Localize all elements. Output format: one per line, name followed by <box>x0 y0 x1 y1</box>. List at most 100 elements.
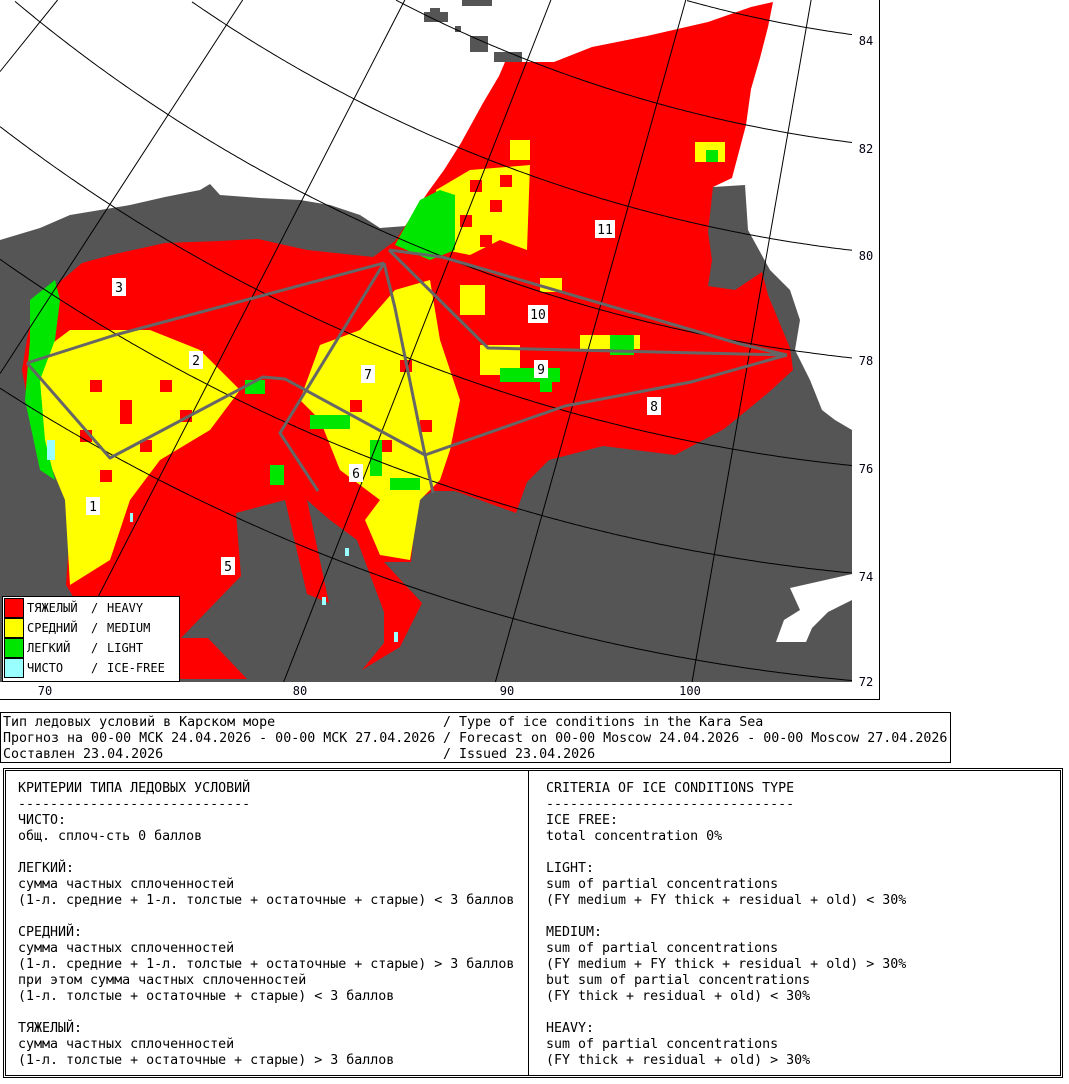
meridian-line <box>0 0 244 374</box>
criteria-line: сумма частных сплоченностей <box>18 1037 235 1052</box>
white-patch <box>776 574 852 642</box>
criteria-line: общ. сплоч-сть 0 баллов <box>18 829 203 844</box>
light-swatch <box>4 638 24 658</box>
criteria-line: MEDIUM: <box>546 925 603 940</box>
criteria-line: ЛЕГКИЙ: <box>18 861 75 876</box>
criteria-line: (1-л. толстые + остаточные + старые) > 3… <box>18 1053 395 1068</box>
latitude-label: 84 <box>858 34 874 48</box>
legend-separator: / <box>91 641 99 655</box>
region-label-box <box>189 351 203 369</box>
map-frame: 1 2 3 5 6 7 8 9 10 11 84 82 80 78 76 74 72 70 80 90 100 ТЯ… <box>0 0 880 700</box>
criteria-line <box>546 909 906 925</box>
legend: ТЯЖЕЛЫЙ / HEAVY СРЕДНИЙ / MEDIUM ЛЕГКИЙ … <box>2 596 180 682</box>
criteria-line: sum of partial concentrations <box>546 941 779 956</box>
criteria-en: CRITERIA OF ICE CONDITIONS TYPE ---------… <box>546 781 906 1069</box>
longitude-label: 100 <box>679 684 701 698</box>
criteria-line: КРИТЕРИИ ТИПА ЛЕДОВЫХ УСЛОВИЙ <box>18 781 251 796</box>
region-number: 9 <box>537 363 545 378</box>
criteria-line: HEAVY: <box>546 1021 595 1036</box>
legend-separator: / <box>91 661 99 675</box>
criteria-box: КРИТЕРИИ ТИПА ЛЕДОВЫХ УСЛОВИЙ -----------… <box>3 768 1063 1078</box>
region-number: 5 <box>224 560 232 575</box>
region-label-box <box>647 397 661 415</box>
legend-label-en: ICE-FREE <box>107 661 165 675</box>
region-borders <box>25 248 788 494</box>
region-label-box <box>86 497 100 515</box>
latitude-label: 78 <box>858 354 874 368</box>
medium-swatch <box>4 618 24 638</box>
legend-label-en: MEDIUM <box>107 621 151 635</box>
legend-separator: / <box>91 621 99 635</box>
region-labels: 1 2 3 5 6 7 8 9 10 11 <box>86 220 661 575</box>
latitude-line <box>395 0 852 143</box>
criteria-line: (1-л. толстые + остаточные + старые) < 3… <box>18 989 395 1004</box>
criteria-line: ----------------------------- <box>18 797 251 812</box>
criteria-line: (FY medium + FY thick + residual + old) … <box>546 957 907 972</box>
criteria-line <box>18 1005 514 1021</box>
criteria-line: sum of partial concentrations <box>546 877 779 892</box>
region-number: 10 <box>530 308 546 323</box>
criteria-line: СРЕДНИЙ: <box>18 925 83 940</box>
region-label-box <box>534 360 548 378</box>
criteria-line <box>18 845 514 861</box>
region-label-box <box>361 365 375 383</box>
latitude-line <box>191 1 852 251</box>
latitude-label: 82 <box>858 142 874 156</box>
longitude-label: 90 <box>499 684 515 698</box>
criteria-line: (FY medium + FY thick + residual + old) … <box>546 893 907 908</box>
region-label-box <box>349 464 363 482</box>
criteria-line <box>546 1005 906 1021</box>
legend-label-ru: ТЯЖЕЛЫЙ <box>27 601 78 615</box>
criteria-line: ------------------------------- <box>546 797 795 812</box>
criteria-line: but sum of partial concentrations <box>546 973 811 988</box>
criteria-line: total concentration 0% <box>546 829 723 844</box>
region-label-box <box>112 278 126 296</box>
latitude-label: 76 <box>858 462 874 476</box>
criteria-line <box>18 909 514 925</box>
criteria-line: сумма частных сплоченностей <box>18 877 235 892</box>
region-number: 8 <box>650 400 658 415</box>
region-number: 7 <box>364 368 372 383</box>
legend-item-heavy: ТЯЖЕЛЫЙ / HEAVY <box>3 598 179 618</box>
legend-item-light: ЛЕГКИЙ / LIGHT <box>3 638 179 658</box>
legend-label-ru: ЧИСТО <box>27 661 64 675</box>
title-en: / Type of ice conditions in the Kara Sea <box>443 715 764 730</box>
criteria-line: ICE FREE: <box>546 813 619 828</box>
latitude-label: 74 <box>858 570 874 584</box>
criteria-line: ТЯЖЕЛЫЙ: <box>18 1021 83 1036</box>
criteria-line: LIGHT: <box>546 861 595 876</box>
region-label-box <box>528 305 548 323</box>
criteria-line: (FY thick + residual + old) > 30% <box>546 1053 811 1068</box>
meridian-line <box>691 0 812 682</box>
issued-date-ru: Составлен 23.04.2026 <box>3 747 164 762</box>
latitude-line <box>686 0 852 36</box>
heavy-ice-patches <box>80 175 512 482</box>
heavy-swatch <box>4 598 24 618</box>
region-number: 1 <box>89 500 97 515</box>
criteria-line: sum of partial concentrations <box>546 1037 779 1052</box>
legend-label-ru: СРЕДНИЙ <box>27 621 78 635</box>
latitude-line <box>0 387 852 681</box>
ice-map[interactable]: 1 2 3 5 6 7 8 9 10 11 <box>0 0 852 682</box>
region-number: 11 <box>597 223 613 238</box>
region-number: 6 <box>352 467 360 482</box>
criteria-line: CRITERIA OF ICE CONDITIONS TYPE <box>546 781 795 796</box>
light-ice-areas <box>25 150 718 490</box>
longitude-label: 80 <box>292 684 308 698</box>
criteria-line: сумма частных сплоченностей <box>18 941 235 956</box>
criteria-line: (FY thick + residual + old) < 30% <box>546 989 811 1004</box>
region-number: 2 <box>192 354 200 369</box>
region-label-box <box>221 557 235 575</box>
longitude-label: 70 <box>37 684 53 698</box>
latitude-line <box>0 126 852 466</box>
legend-label-en: HEAVY <box>107 601 144 615</box>
criteria-line: ЧИСТО: <box>18 813 67 828</box>
islands <box>424 0 522 62</box>
forecast-period-en: / Forecast on 00-00 Moscow 24.04.2026 - … <box>443 731 948 746</box>
meridian-line <box>283 0 552 682</box>
criteria-line <box>546 845 906 861</box>
latitude-label: 80 <box>858 249 874 263</box>
title-ru: Тип ледовых условий в Карском море <box>3 715 276 730</box>
ice-free-areas <box>47 440 398 642</box>
meridian-line <box>494 0 687 682</box>
